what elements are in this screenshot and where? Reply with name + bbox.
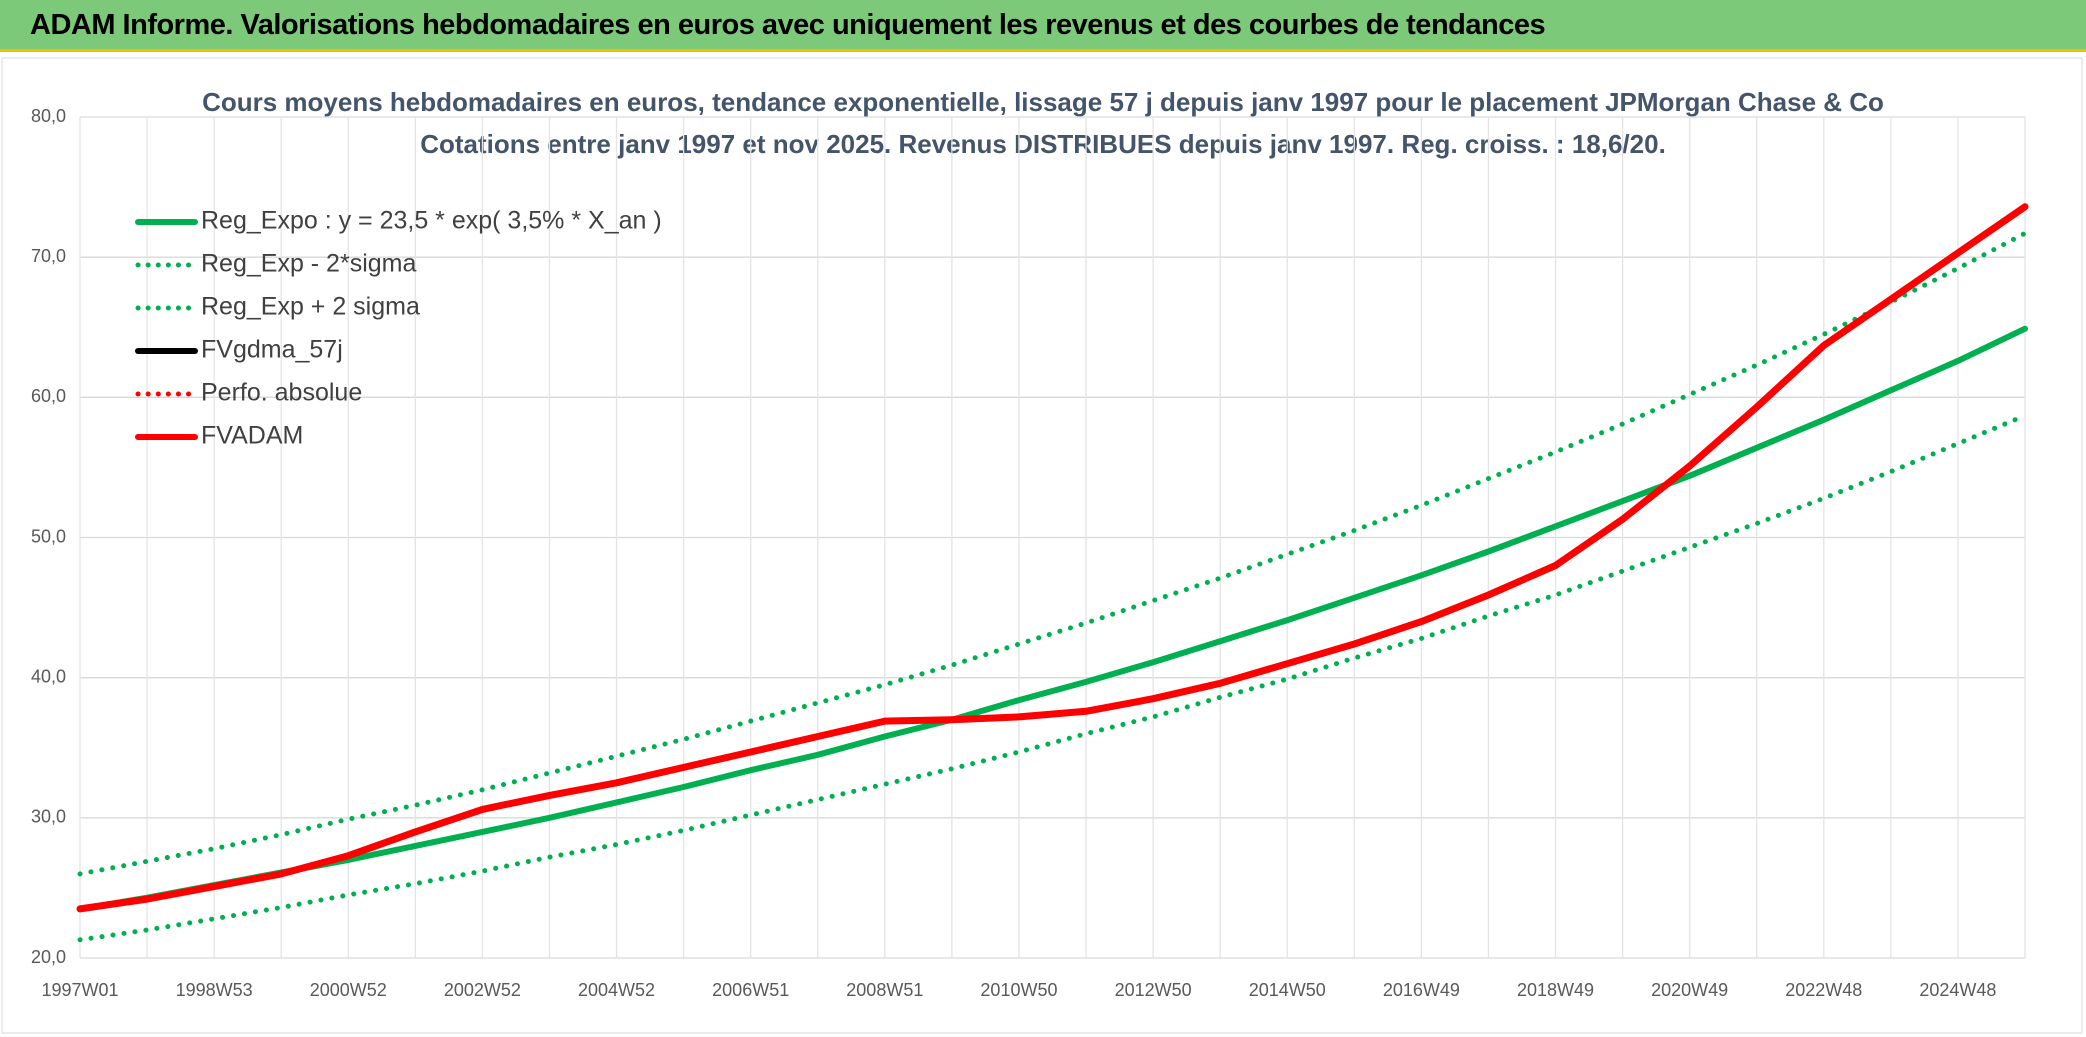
- series-line: [77, 230, 2028, 877]
- x-tick-label: 2008W51: [846, 980, 923, 1000]
- legend-label: Perfo. absolue: [201, 379, 362, 407]
- x-tick-label: 2006W51: [712, 980, 789, 1000]
- x-tick-label: 1997W01: [41, 980, 118, 1000]
- x-tick-label: 2004W52: [578, 980, 655, 1000]
- x-tick-label: 1998W53: [176, 980, 253, 1000]
- x-tick-label: 2014W50: [1249, 980, 1326, 1000]
- chart-subtitle: Cotations entre janv 1997 et nov 2025. R…: [420, 129, 1666, 159]
- x-tick-label: 2024W48: [1919, 980, 1996, 1000]
- legend-label: Reg_Expo : y = 23,5 * exp( 3,5% * X_an ): [201, 207, 662, 235]
- x-tick-label: 2012W50: [1115, 980, 1192, 1000]
- x-tick-label: 2000W52: [310, 980, 387, 1000]
- x-tick-label: 2022W48: [1785, 980, 1862, 1000]
- chart-border: [1, 57, 2083, 1034]
- chart-title: Cours moyens hebdomadaires en euros, ten…: [202, 87, 1884, 117]
- y-tick-label: 30,0: [31, 807, 66, 827]
- y-tick-label: 80,0: [31, 106, 66, 126]
- x-tick-label: 2018W49: [1517, 980, 1594, 1000]
- y-tick-label: 60,0: [31, 386, 66, 406]
- legend-label: FVADAM: [201, 422, 303, 450]
- x-tick-label: 2020W49: [1651, 980, 1728, 1000]
- y-tick-label: 20,0: [31, 947, 66, 967]
- legend-label: Reg_Exp + 2 sigma: [201, 293, 420, 321]
- y-tick-label: 70,0: [31, 246, 66, 266]
- header-title: ADAM Informe. Valorisations hebdomadaire…: [30, 9, 1546, 41]
- y-tick-label: 40,0: [31, 666, 66, 686]
- legend-label: Reg_Exp - 2*sigma: [201, 250, 416, 278]
- x-tick-label: 2002W52: [444, 980, 521, 1000]
- x-tick-label: 2016W49: [1383, 980, 1460, 1000]
- chart: Cours moyens hebdomadaires en euros, ten…: [1, 57, 2083, 1034]
- series-line: [76, 203, 2029, 913]
- x-tick-label: 2010W50: [980, 980, 1057, 1000]
- legend-label: FVgdma_57j: [201, 336, 343, 364]
- y-tick-label: 50,0: [31, 526, 66, 546]
- header: ADAM Informe. Valorisations hebdomadaire…: [0, 0, 2086, 52]
- series-line: [77, 325, 2028, 912]
